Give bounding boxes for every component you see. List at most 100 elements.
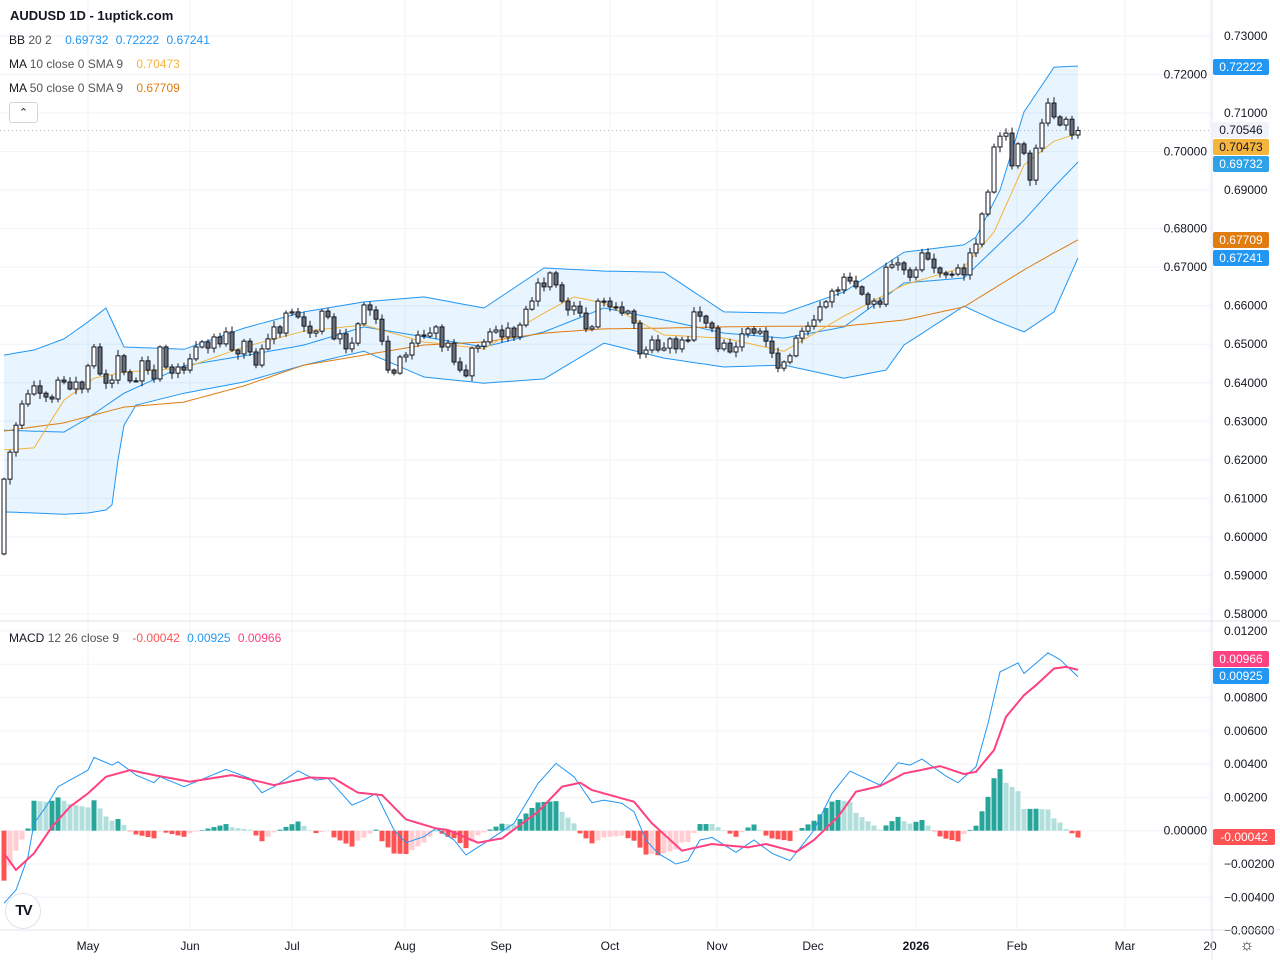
candle-down xyxy=(619,306,625,314)
candle-down xyxy=(373,309,379,320)
histogram-bar xyxy=(673,830,679,850)
legend-ma10[interactable]: MA 10 close 0 SMA 9 0.70473 xyxy=(9,57,184,71)
candle-down xyxy=(865,293,871,305)
x-axis-label: Aug xyxy=(394,939,415,953)
histogram-bar xyxy=(301,825,307,831)
histogram-bar xyxy=(349,830,355,847)
x-axis-label: Jul xyxy=(284,939,299,953)
price-axis-label: 0.72000 xyxy=(1164,68,1208,82)
candle-down xyxy=(79,381,85,390)
legend-ma50-name: MA xyxy=(9,81,27,95)
x-axis-label: 20 xyxy=(1203,939,1217,953)
legend-macd[interactable]: MACD 12 26 close 9 -0.00042 0.00925 0.00… xyxy=(9,631,285,645)
histogram-bar xyxy=(205,828,211,831)
bb-lower-line xyxy=(3,257,1079,515)
candle-down xyxy=(439,326,445,348)
candle-down xyxy=(751,328,757,334)
candle-down xyxy=(169,366,175,374)
candle-up xyxy=(979,213,985,245)
legend-ma10-value: 0.70473 xyxy=(136,57,180,71)
macd-axis-label: 0.00400 xyxy=(1224,757,1268,771)
chevron-up-icon: ⌃ xyxy=(18,107,29,119)
histogram-bar xyxy=(355,830,361,841)
price-tag-ma10: 0.70473 xyxy=(1213,139,1269,155)
histogram-bar xyxy=(781,830,787,841)
histogram-bar xyxy=(199,830,205,831)
candle-down xyxy=(463,369,469,377)
candle-down xyxy=(181,366,187,371)
candle-down xyxy=(499,329,505,338)
candle-down xyxy=(901,262,907,271)
legend-macd-params: 12 26 close 9 xyxy=(47,631,120,645)
histogram-bar xyxy=(307,830,313,831)
histogram-bar xyxy=(739,830,745,833)
histogram-bar xyxy=(571,823,577,831)
candle-up xyxy=(895,262,901,266)
histogram-bar xyxy=(619,830,625,836)
histogram-bar xyxy=(931,830,937,832)
histogram-bar xyxy=(577,830,583,834)
legend-ma50[interactable]: MA 50 close 0 SMA 9 0.67709 xyxy=(9,81,184,95)
settings-gear-icon[interactable]: ☼ xyxy=(1239,937,1255,954)
candle-up xyxy=(1,478,7,555)
price-axis-label: 0.65000 xyxy=(1224,337,1268,351)
candle-up xyxy=(445,342,451,348)
histogram-bar xyxy=(649,830,655,855)
histogram-bar xyxy=(295,821,301,831)
candle-up xyxy=(337,333,343,340)
candle-up xyxy=(793,337,799,357)
histogram-bar xyxy=(655,830,661,856)
histogram-bar xyxy=(985,796,991,831)
histogram-bar xyxy=(247,829,253,831)
histogram-bar xyxy=(1003,782,1009,831)
collapse-legend-button[interactable]: ⌃ xyxy=(9,102,38,123)
histogram-bar xyxy=(625,830,631,839)
histogram-bar xyxy=(1045,809,1051,831)
tradingview-logo[interactable]: TV xyxy=(5,893,41,929)
price-axis-label: 0.59000 xyxy=(1224,568,1268,582)
legend-bb[interactable]: BB 20 2 0.69732 0.72222 0.67241 xyxy=(9,33,214,47)
candle-up xyxy=(481,341,487,347)
candle-down xyxy=(943,272,949,276)
histogram-bar xyxy=(955,830,961,842)
histogram-bar xyxy=(229,827,235,831)
candle-down xyxy=(229,331,235,351)
histogram-bar xyxy=(397,830,403,854)
x-axis-label: May xyxy=(77,939,100,953)
candle-up xyxy=(133,380,139,383)
histogram-bar xyxy=(487,829,493,831)
histogram-bar xyxy=(1021,809,1027,831)
histogram-bar xyxy=(49,800,55,831)
macd-axis-label: 0.01200 xyxy=(1224,624,1268,638)
x-axis-label: Dec xyxy=(802,939,823,953)
histogram-bar xyxy=(973,825,979,831)
candle-down xyxy=(511,327,517,338)
macd-axis-label: 0.00000 xyxy=(1164,824,1208,838)
candle-down xyxy=(277,326,283,334)
candle-up xyxy=(109,379,115,384)
histogram-bar xyxy=(97,808,103,831)
histogram-bar xyxy=(139,830,145,836)
histogram-bar xyxy=(61,800,67,831)
price-tag-bb-lower: 0.67241 xyxy=(1213,250,1269,266)
legend-macd-name: MACD xyxy=(9,631,45,645)
candle-up xyxy=(649,339,655,351)
candle-down xyxy=(67,381,73,390)
histogram-bar xyxy=(103,816,109,831)
histogram-bar xyxy=(997,769,1003,831)
histogram-bar xyxy=(865,821,871,831)
legend-macd-histogram: -0.00042 xyxy=(132,631,180,645)
price-axis-label: 0.71000 xyxy=(1224,106,1268,120)
histogram-bar xyxy=(193,830,199,832)
histogram-bar xyxy=(31,800,37,831)
candle-up xyxy=(505,327,511,338)
candle-up xyxy=(589,326,595,330)
candle-up xyxy=(313,330,319,334)
macd-histogram xyxy=(1,769,1081,881)
candle-down xyxy=(931,258,937,269)
histogram-bar xyxy=(757,830,763,831)
histogram-bar xyxy=(565,817,571,831)
candle-down xyxy=(1051,102,1057,118)
